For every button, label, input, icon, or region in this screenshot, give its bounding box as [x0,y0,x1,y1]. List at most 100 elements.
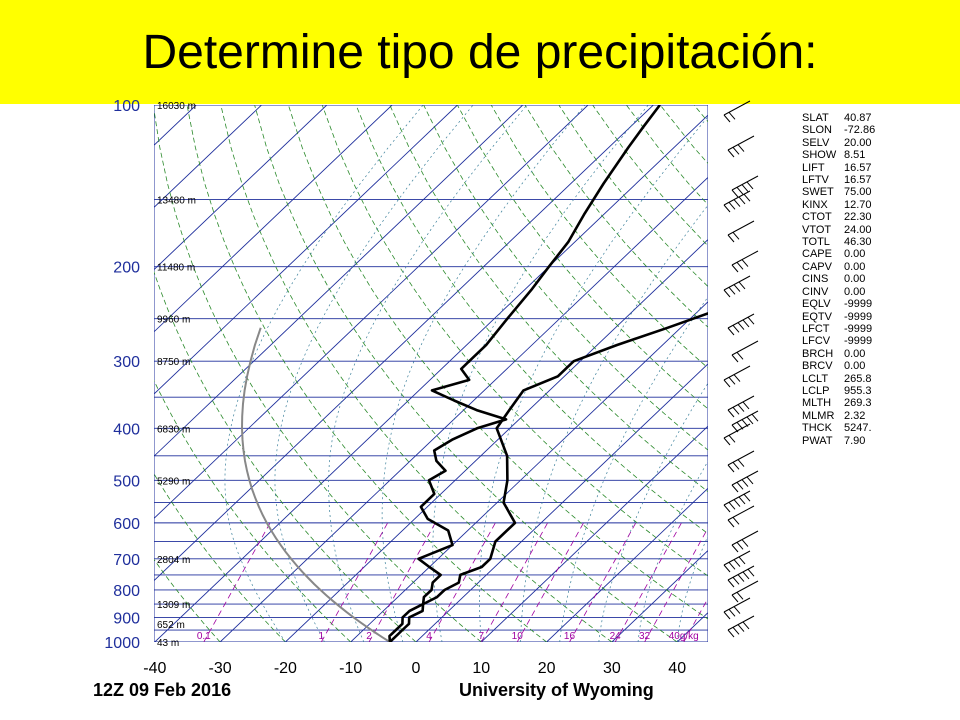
stat-row: EQLV -9999 [802,298,922,310]
stat-value: 46.30 [844,236,872,249]
stat-value: 2.32 [844,409,866,422]
dry-adiabat-line [288,105,708,620]
stat-value: 12.70 [844,198,872,211]
moist-adiabat-line [224,105,424,642]
stat-key: MLTH [802,397,832,410]
stat-key: LFCT [802,322,830,335]
pressure-tick-label: 300 [113,354,140,371]
dry-adiabat-line [423,105,708,451]
pressure-tick-label: 1000 [104,635,140,652]
wind-barb [731,470,759,493]
dry-adiabat-line [321,105,708,577]
isotherm-line [350,301,708,642]
dry-adiabat-line [154,107,482,642]
stat-key: EQTV [802,310,832,323]
moist-adiabat-line [598,382,708,642]
height-label: 11480 m [157,263,195,274]
wind-barb [727,313,755,336]
temperature-tick-label: -30 [209,660,232,677]
wind-barb [727,450,755,473]
stat-row: MLTH 269.3 [802,397,922,409]
wind-barb [727,615,755,638]
isotherm-line [219,176,708,642]
stat-key: LIFT [802,161,825,174]
stat-row: TOTL 46.30 [802,236,922,248]
stat-key: CINS [802,273,829,286]
stat-key: SLON [802,124,832,137]
stat-value: 265.8 [844,372,872,385]
wind-barb [723,490,751,513]
temperature-tick-label: -10 [339,660,362,677]
stat-row: MLMR 2.32 [802,410,922,422]
stat-row: KINX 12.70 [802,199,922,211]
plot-frame [154,105,708,642]
stat-key: LCLT [802,372,829,385]
isotherm-line [154,105,458,395]
mixing-ratio-line [480,522,548,642]
stat-key: BRCH [802,347,834,360]
sounding-date: 12Z 09 Feb 2016 [93,680,232,700]
dry-adiabat-line [457,105,708,410]
temperature-tick-label: 0 [412,660,421,677]
stat-value: 0.00 [844,360,866,373]
stat-key: BRCV [802,360,833,373]
wind-barb [731,340,759,363]
stat-value: -9999 [844,298,873,311]
wind-barb [727,220,755,243]
stat-row: PWAT 7.90 [802,435,922,447]
moist-adiabat-line [381,105,586,642]
temperature-tick-label: -40 [143,660,166,677]
isotherm-line [415,363,708,642]
stat-row: CINV 0.00 [802,286,922,298]
height-label: 13480 m [157,196,196,207]
stat-key: PWAT [802,434,833,447]
mixing-ratio-line [683,597,708,642]
stat-value: 0.00 [844,248,866,261]
isotherm-line [0,105,131,642]
dry-adiabat-line [154,558,221,642]
isotherm-line [0,105,66,642]
stat-value: -9999 [844,335,873,348]
mixing-ratio-line [644,527,708,642]
isotherm-line [285,238,708,642]
isotherm-line [480,425,708,642]
stat-value: 40.87 [844,112,872,124]
height-label: 652 m [157,620,185,631]
stat-row: LFCV -9999 [802,335,922,347]
dry-adiabat-line [154,473,286,642]
height-label: 9960 m [157,315,190,326]
mixing-ratio-line [368,522,436,642]
mixing-ratio-label: 24 [610,631,622,642]
wind-barb [727,565,755,588]
stat-key: LFTV [802,174,829,187]
stat-key: CAPV [802,260,832,273]
stat-value: 7.90 [844,434,866,447]
wind-barb [727,135,755,158]
stat-row: CINS 0.00 [802,273,922,285]
isotherm-line [154,105,654,582]
pressure-tick-label: 500 [113,473,140,490]
data-source: University of Wyoming [459,680,654,700]
isotherm-line [611,549,708,642]
stat-row: LFCT -9999 [802,323,922,335]
mixing-ratio-label: 16 [564,631,576,642]
stat-row: SLON -72.86 [802,124,922,136]
stat-value: 20.00 [844,136,872,149]
dewpoint-profile-line [388,105,661,642]
height-label: 2804 m [157,555,190,566]
dry-adiabat-line [154,379,351,642]
parcel-path-line [240,327,391,642]
wind-barb [723,190,751,213]
stat-value: 0.00 [844,285,866,298]
stat-row: BRCV 0.00 [802,360,922,372]
stat-value: 22.30 [844,211,872,224]
wind-barb [731,410,759,433]
height-label: 6830 m [157,424,190,435]
dry-adiabat-line [154,270,417,642]
wind-barb [723,275,751,298]
stat-value: -9999 [844,322,873,335]
isotherm-line [154,105,589,520]
title-banner: Determine tipo de precipitación: [0,0,960,104]
stat-key: THCK [802,422,832,435]
temperature-tick-label: 30 [603,660,621,677]
